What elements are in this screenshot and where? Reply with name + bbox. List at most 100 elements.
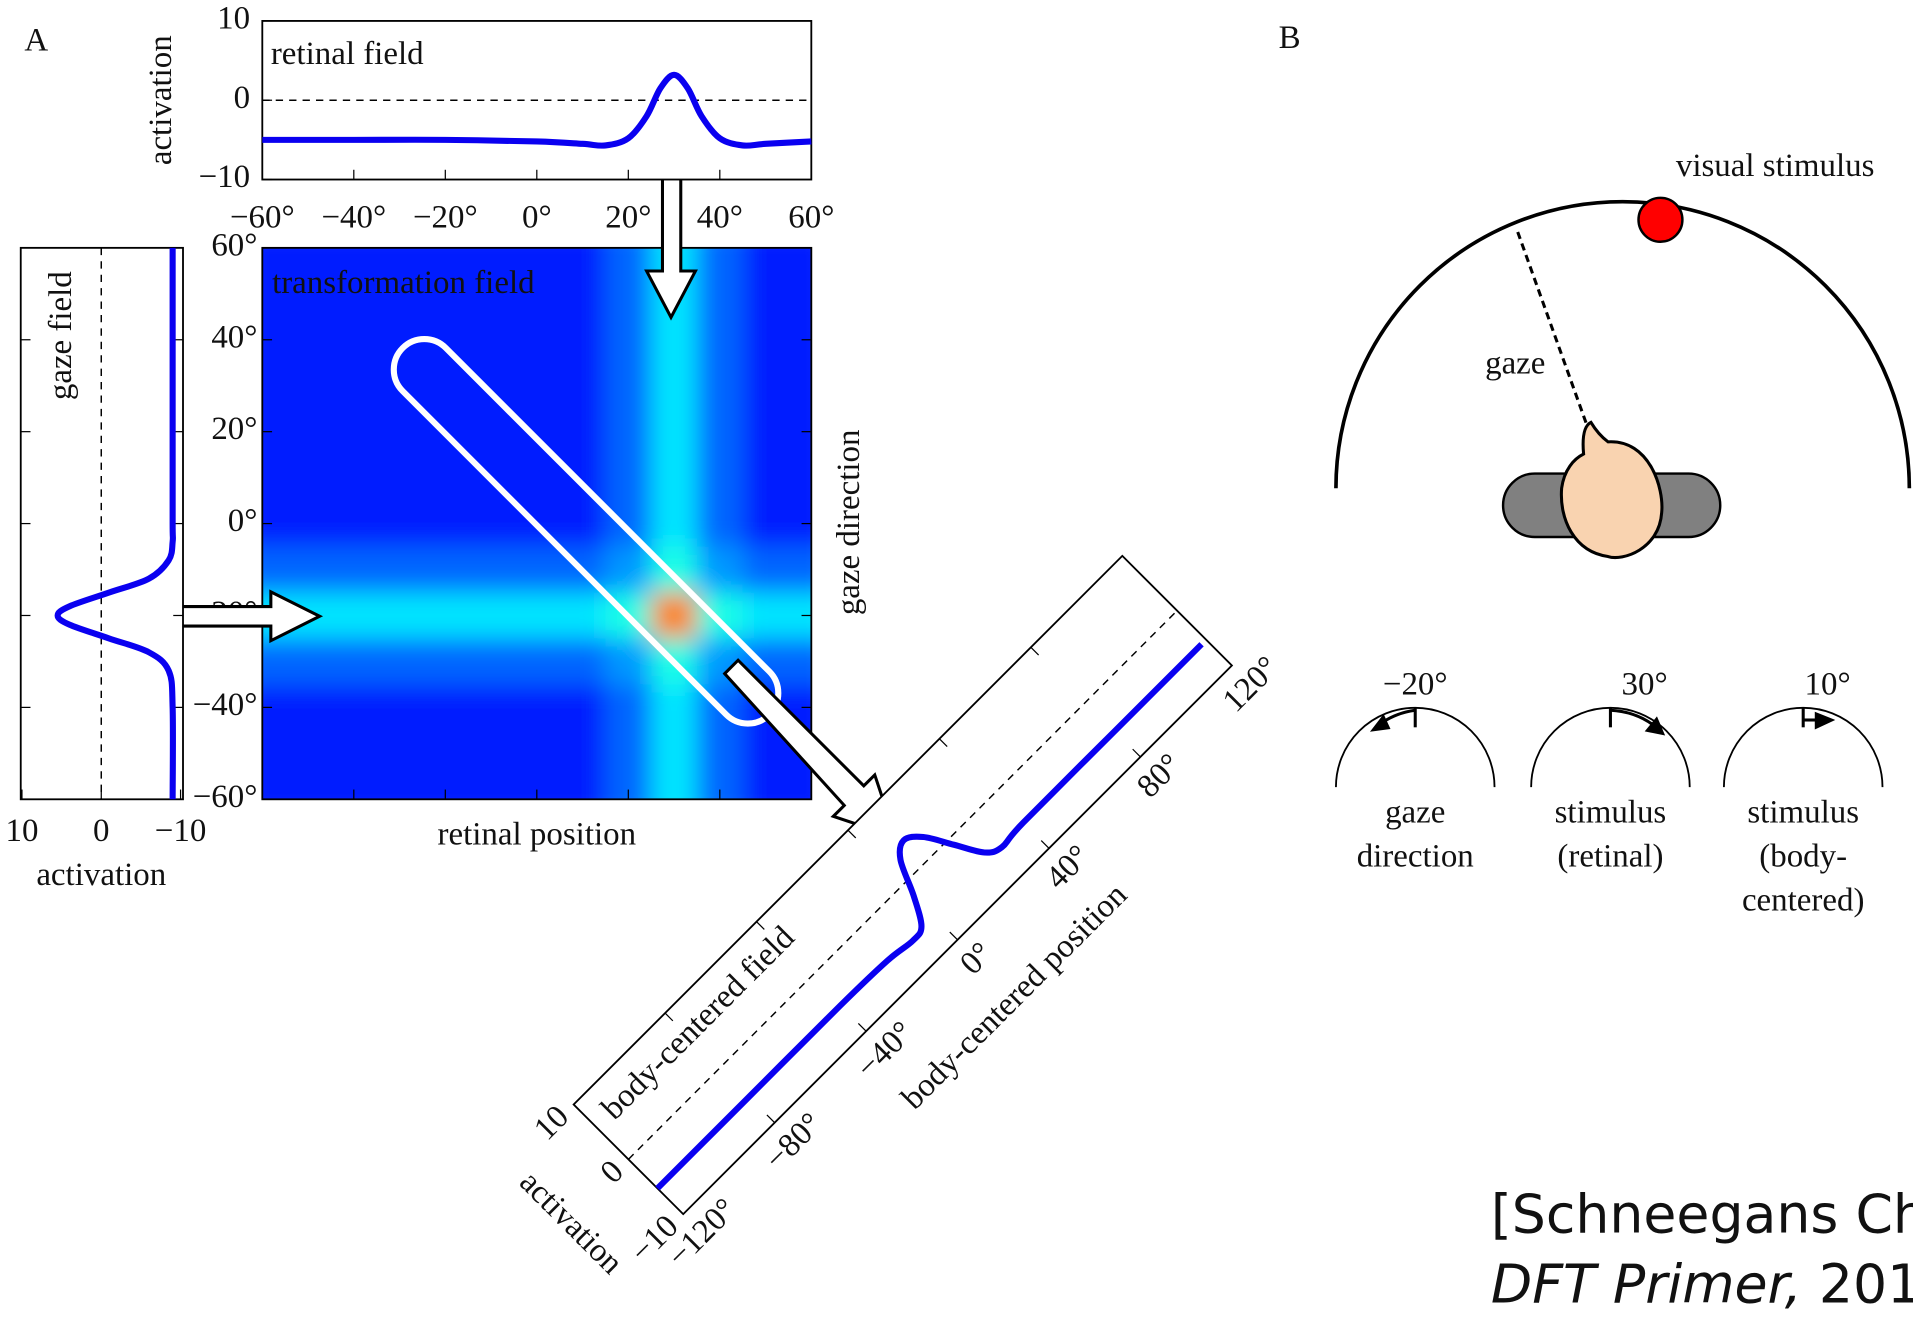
heatmap-cell [651, 730, 697, 777]
heatmap-cell [468, 317, 514, 364]
x-tick-label: 0° [953, 936, 999, 982]
x-tick-label: −40° [321, 199, 386, 235]
chart-title: retinal field [271, 36, 424, 72]
citation: DFT Primer, 2016 [1491, 1252, 1913, 1315]
heatmap-cell [285, 547, 331, 594]
heatmap-cell [651, 317, 697, 364]
frame-label: stimulus [1747, 795, 1859, 831]
heatmap-cell [743, 317, 789, 364]
heatmap-cell [514, 455, 560, 502]
y-tick-label: 20° [211, 411, 257, 447]
frame-label: gaze [1385, 795, 1445, 831]
heatmap-cell [697, 730, 743, 777]
heatmap-cell [422, 730, 468, 777]
heatmap-cell [605, 317, 651, 364]
heatmap-cell [331, 730, 377, 777]
heatmap-cell [560, 730, 606, 777]
heatmap-cell [560, 593, 606, 640]
angle-label: 10° [1805, 667, 1851, 703]
heatmap-cell [285, 363, 331, 410]
x-tick-label: 20° [605, 199, 651, 235]
heatmap-cell [651, 363, 697, 410]
heatmap-cell [468, 547, 514, 594]
heatmap-cell [377, 730, 423, 777]
y-tick-label: 40° [211, 319, 257, 355]
heatmap-cell [651, 547, 697, 594]
heatmap-cell [651, 501, 697, 548]
heatmap-cell [514, 730, 560, 777]
heatmap-cell [285, 409, 331, 456]
heatmap-cell [468, 363, 514, 410]
heatmap-cell [560, 409, 606, 456]
heatmap-cell [743, 455, 789, 502]
heatmap-cell [422, 501, 468, 548]
heatmap-cell [560, 638, 606, 685]
panel-label: B [1279, 20, 1301, 56]
y-axis-label: activation [143, 35, 179, 165]
heatmap-cell [422, 455, 468, 502]
heatmap-cell [651, 455, 697, 502]
heatmap-cell [331, 593, 377, 640]
x-axis-label: activation [36, 857, 166, 893]
heatmap-cell [743, 363, 789, 410]
frame-label: (retinal) [1557, 839, 1663, 875]
heatmap-cell [285, 455, 331, 502]
heatmap-cell [377, 455, 423, 502]
heatmap-cell [605, 547, 651, 594]
heatmap-cell [377, 501, 423, 548]
heatmap-cell [560, 684, 606, 731]
heatmap-cell [697, 271, 743, 318]
heatmap-cell [514, 547, 560, 594]
heatmap-cell [697, 593, 743, 640]
heatmap-cell [651, 593, 697, 640]
heatmap-cell [605, 271, 651, 318]
y-tick-label: 10 [217, 0, 250, 36]
heatmap-cell [605, 638, 651, 685]
x-tick-label: −60° [230, 199, 295, 235]
y-tick-label: −40° [193, 687, 258, 723]
heatmap-cell [651, 409, 697, 456]
heatmap-cell [514, 317, 560, 364]
heatmap-cell [560, 271, 606, 318]
citation-italic: DFT Primer, [1491, 1252, 1802, 1315]
panel-label: A [24, 22, 48, 58]
heatmap-cell [468, 684, 514, 731]
x-axis-label: retinal position [438, 817, 637, 853]
diagram-label: visual stimulus [1676, 148, 1875, 184]
heatmap-cell [285, 501, 331, 548]
heatmap-cell [605, 363, 651, 410]
heatmap-cell [743, 501, 789, 548]
heatmap-cell [468, 501, 514, 548]
heatmap-cell [377, 547, 423, 594]
y-tick-label: −60° [193, 779, 258, 815]
y-axis-label: gaze direction [831, 430, 867, 616]
frame-label: stimulus [1555, 795, 1667, 831]
y-tick-label: −10 [199, 159, 251, 195]
y-tick-label: 10 [527, 1099, 576, 1148]
heatmap-cell [743, 271, 789, 318]
heatmap-cell [468, 730, 514, 777]
x-tick-label: 60° [788, 199, 834, 235]
heatmap-cell [743, 547, 789, 594]
x-tick-label: −20° [413, 199, 478, 235]
heatmap-cell [377, 684, 423, 731]
heatmap-cell [468, 593, 514, 640]
gaze-line [1518, 232, 1589, 430]
heatmap-cell [514, 409, 560, 456]
heatmap-cell [560, 317, 606, 364]
heatmap-cell [605, 730, 651, 777]
heatmap-cell [422, 593, 468, 640]
x-tick-label: 40° [697, 199, 743, 235]
heatmap-cell [605, 684, 651, 731]
citation-year: 2016 [1819, 1252, 1913, 1315]
heatmap-cell [697, 409, 743, 456]
heatmap-cell [331, 455, 377, 502]
heatmap-cell [422, 684, 468, 731]
citation: [Schneegans Ch [1491, 1182, 1913, 1245]
heatmap-cell [605, 501, 651, 548]
heatmap-cell [377, 593, 423, 640]
heatmap-cell [331, 547, 377, 594]
heatmap-cell [331, 638, 377, 685]
chart-title: gaze field [43, 271, 79, 400]
figure: A B visual stimulus gaze 60° 40° 20° 0° −20°… [0, 0, 1913, 1318]
